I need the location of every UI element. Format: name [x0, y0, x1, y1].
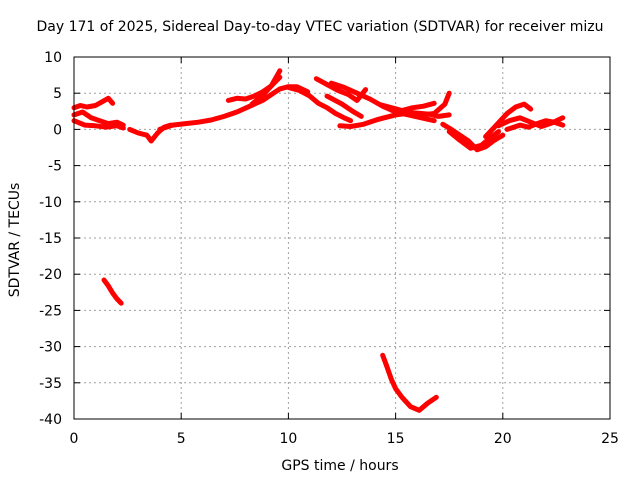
- y-tick-label: -25: [39, 303, 62, 319]
- x-tick-label: 5: [177, 431, 186, 447]
- series-track-a: [71, 95, 116, 111]
- y-tick-label: -40: [39, 412, 62, 428]
- grid-lines: [74, 57, 610, 419]
- x-axis-label: GPS time / hours: [281, 458, 398, 474]
- y-tick-label: -20: [39, 267, 62, 283]
- series-track-b: [71, 109, 126, 128]
- x-tick-label: 10: [279, 431, 297, 447]
- x-tick-label: 0: [70, 431, 79, 447]
- data-series: [71, 68, 566, 413]
- x-tick-label: 15: [387, 431, 405, 447]
- y-tick-label: 10: [44, 50, 62, 66]
- y-tick-label: -5: [48, 159, 62, 175]
- y-tick-label: -30: [39, 340, 62, 356]
- y-tick-label: -35: [39, 376, 62, 392]
- x-tick-label: 25: [601, 431, 619, 447]
- axis-ticks: 0 5 10 15 20 25 10 5 0 -5 -10 -15 -20 -25 -30 -35 -40: [39, 50, 619, 447]
- series-track-s: [504, 118, 566, 132]
- series-track-u: [380, 352, 439, 413]
- series-track-n: [399, 90, 452, 118]
- series-track-i: [313, 76, 369, 103]
- series-track-p: [446, 129, 501, 151]
- chart-title: Day 171 of 2025, Sidereal Day-to-day VTE…: [36, 19, 604, 35]
- series-track-g: [249, 68, 283, 107]
- series-track-q: [483, 101, 534, 140]
- series-track-j: [324, 93, 364, 119]
- series-track-l: [337, 110, 452, 129]
- y-tick-label: 5: [53, 86, 62, 102]
- x-tick-label: 20: [494, 431, 512, 447]
- y-axis-label: SDTVAR / TECUs: [7, 183, 23, 298]
- y-tick-label: -15: [39, 231, 62, 247]
- series-track-t: [101, 277, 124, 306]
- series-track-h: [285, 84, 354, 124]
- y-tick-label: -10: [39, 195, 62, 211]
- y-tick-label: 0: [53, 122, 62, 138]
- series-track-m: [378, 100, 437, 114]
- series-track-c: [71, 118, 126, 131]
